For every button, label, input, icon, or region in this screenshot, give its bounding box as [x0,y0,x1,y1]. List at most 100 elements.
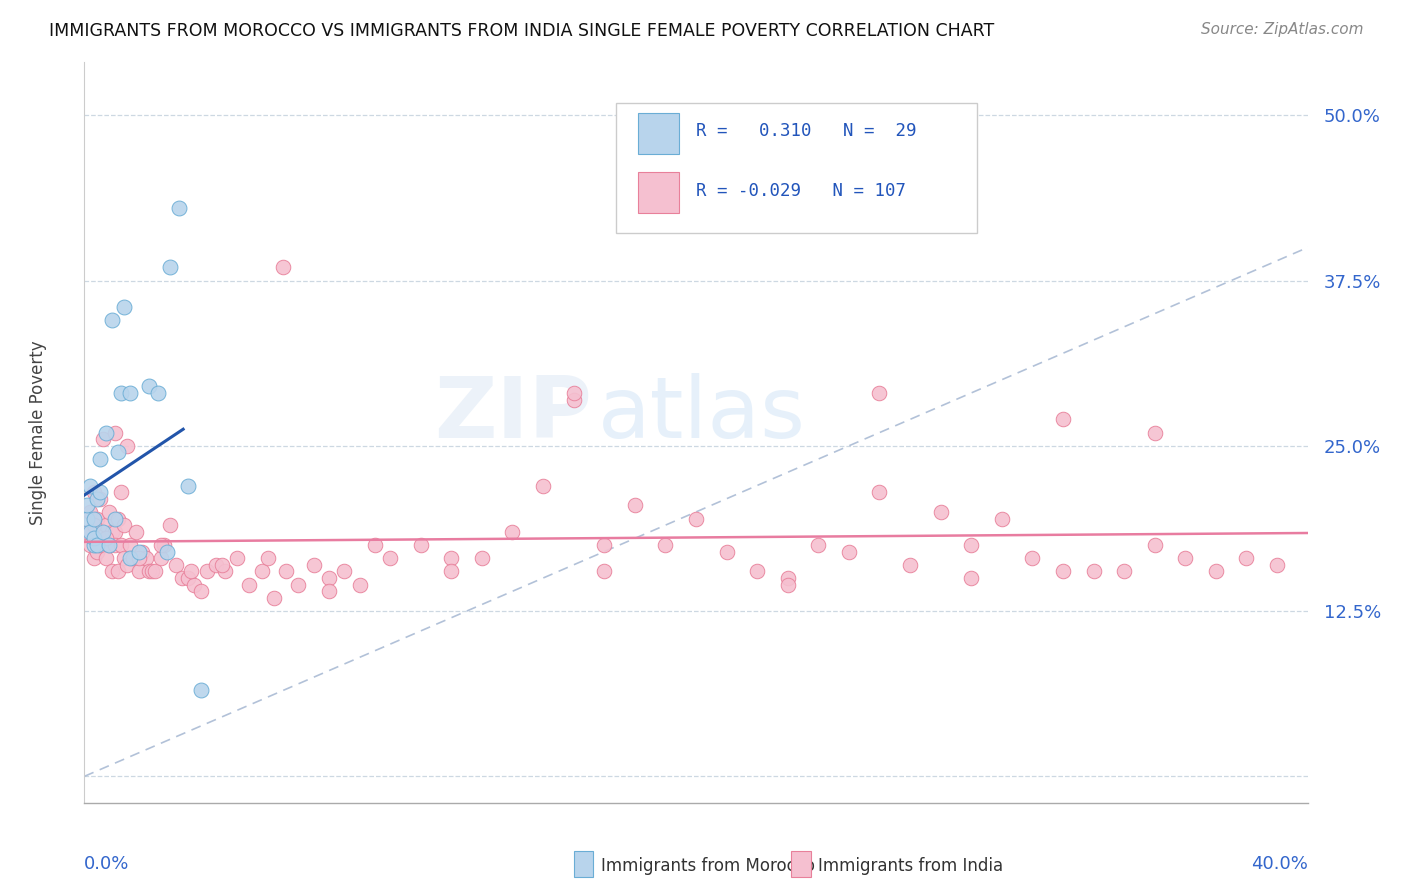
Point [562,386,585,401]
Point [593,538,616,552]
Point [869,386,891,401]
Point [104,425,127,440]
Point [94,425,117,440]
Point [83,485,105,500]
Point [104,511,127,525]
Point [115,439,138,453]
Point [238,577,260,591]
Point [205,558,228,572]
Point [149,538,172,552]
Point [531,478,554,492]
Point [89,491,111,506]
Point [716,544,738,558]
Point [1265,558,1288,572]
Point [83,538,105,552]
Point [624,499,647,513]
Point [276,565,298,579]
Point [138,379,160,393]
Point [409,538,432,552]
Text: Source: ZipAtlas.com: Source: ZipAtlas.com [1201,22,1364,37]
Point [146,386,169,401]
Point [471,551,494,566]
Text: Single Female Poverty: Single Female Poverty [30,341,46,524]
Point [318,584,340,599]
Point [101,524,124,539]
Point [440,551,463,566]
Point [159,518,181,533]
Point [79,538,101,552]
Point [177,478,200,492]
Point [83,511,105,525]
Point [94,551,117,566]
Point [91,524,114,539]
Point [159,260,181,275]
Point [125,524,148,539]
Point [101,565,124,579]
Point [776,577,799,591]
Point [1052,565,1074,579]
Point [1021,551,1043,566]
Point [110,485,132,500]
Point [86,511,108,525]
Point [302,558,325,572]
Bar [638,172,679,212]
Point [141,565,163,579]
Text: Immigrants from India: Immigrants from India [818,856,1004,875]
Point [190,584,212,599]
Point [183,577,205,591]
Point [89,485,111,500]
Point [79,505,101,519]
Point [112,300,135,314]
Point [271,260,294,275]
Point [333,565,356,579]
Point [120,551,142,566]
Point [104,524,127,539]
Point [177,571,200,585]
FancyBboxPatch shape [616,103,977,233]
Point [76,499,98,513]
Point [156,544,179,558]
Text: R =   0.310   N =  29: R = 0.310 N = 29 [696,122,917,140]
Point [149,551,172,566]
Point [172,571,194,585]
Point [76,511,98,525]
Text: ZIP: ZIP [434,373,592,456]
Point [112,518,135,533]
Point [89,538,111,552]
Point [960,538,983,552]
Point [287,577,309,591]
Point [776,571,799,585]
Point [380,551,402,566]
Point [1143,425,1166,440]
Point [91,432,114,446]
Point [94,532,117,546]
Point [107,445,129,459]
Point [991,511,1014,525]
Point [562,392,585,407]
Point [94,518,117,533]
Point [101,313,124,327]
Point [104,538,127,552]
Point [502,524,524,539]
Text: 40.0%: 40.0% [1251,855,1308,872]
Point [86,544,108,558]
Point [83,551,105,566]
Point [128,565,150,579]
Point [97,505,120,519]
Point [86,491,108,506]
Point [143,565,166,579]
Point [128,551,150,566]
Point [79,478,101,492]
Point [79,524,101,539]
Text: 0.0%: 0.0% [84,855,129,872]
Point [83,518,105,533]
Point [138,565,160,579]
Point [91,538,114,552]
Point [1236,551,1258,566]
Text: atlas: atlas [598,373,806,456]
Point [135,551,157,566]
Point [115,558,138,572]
Point [211,558,233,572]
Point [89,452,111,467]
Point [654,538,676,552]
